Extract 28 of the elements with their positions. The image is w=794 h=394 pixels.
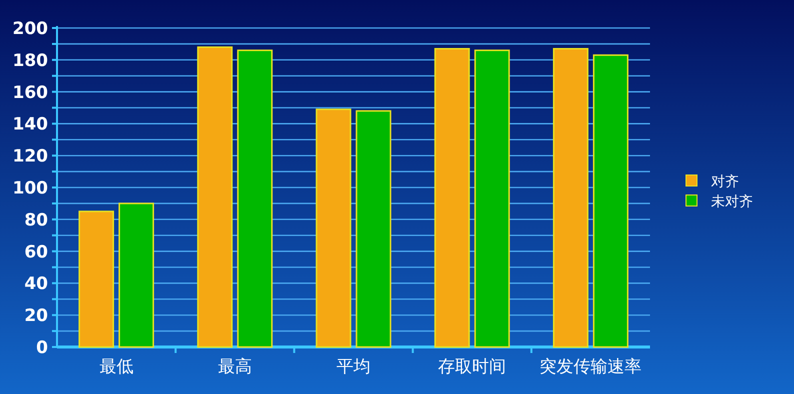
y-tick-label: 180 xyxy=(12,50,48,71)
x-tick-label: 存取时间 xyxy=(438,357,506,377)
y-tick-label: 80 xyxy=(24,210,48,230)
y-tick-label: 20 xyxy=(24,306,48,326)
x-tick-label: 突发传输速率 xyxy=(540,357,642,377)
bar xyxy=(237,50,273,348)
y-tick-label: 100 xyxy=(12,178,48,198)
bar xyxy=(316,108,352,348)
bar xyxy=(197,46,233,348)
y-tick-label: 60 xyxy=(24,242,48,262)
bar xyxy=(474,50,510,348)
x-tick-label: 最低 xyxy=(99,357,134,377)
bar xyxy=(434,48,470,348)
x-tick-label: 最高 xyxy=(218,357,252,377)
y-tick-label: 120 xyxy=(12,146,48,167)
y-tick-label: 140 xyxy=(12,114,48,135)
bar xyxy=(552,48,588,348)
bar xyxy=(592,54,628,348)
bar xyxy=(78,210,114,348)
bar xyxy=(356,110,392,348)
legend-label: 未对齐 xyxy=(711,194,753,210)
y-tick-label: 0 xyxy=(36,338,48,358)
y-tick-label: 40 xyxy=(24,274,48,294)
x-tick-label: 平均 xyxy=(336,357,370,377)
legend-label: 对齐 xyxy=(711,174,739,190)
y-tick-label: 200 xyxy=(12,19,48,39)
bar xyxy=(118,202,154,348)
y-tick-label: 160 xyxy=(12,82,48,103)
